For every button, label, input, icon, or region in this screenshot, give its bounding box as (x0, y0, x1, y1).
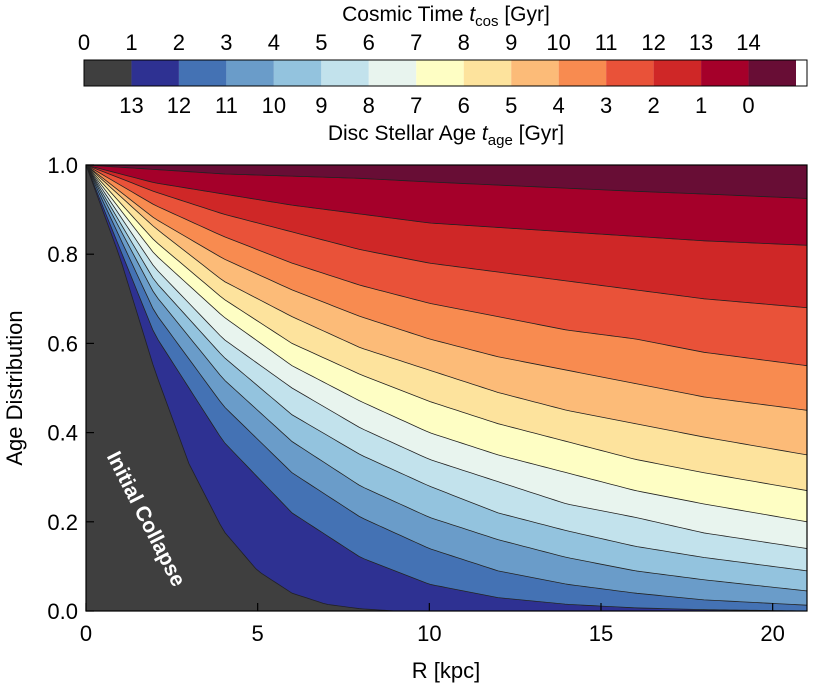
colorbar-swatch (511, 60, 559, 86)
y-tick-label: 0.8 (47, 242, 78, 267)
cosmic-time-tick-label: 2 (173, 30, 185, 55)
colorbar (83, 59, 808, 87)
contour-line (86, 165, 807, 491)
colorbar-swatch (84, 60, 132, 86)
x-axis-label: R [kpc] (412, 658, 480, 683)
y-axis-label: Age Distribution (2, 310, 27, 465)
contour-line (86, 165, 807, 246)
x-tick-label: 5 (252, 621, 264, 646)
contour-line (86, 165, 807, 456)
x-tick-label: 10 (417, 621, 441, 646)
y-tick-label: 0.0 (47, 599, 78, 624)
colorbar-swatch (416, 60, 464, 86)
colorbar-swatch (796, 60, 807, 86)
y-axis-ticks: 0.0 0.2 0.4 0.6 0.8 1.0 (47, 153, 94, 624)
contour-line (86, 165, 807, 611)
colorbar-swatch (606, 60, 654, 86)
stellar-age-tick-labels: 13 12 11 10 9 8 7 6 5 4 3 2 1 0 (119, 93, 754, 118)
contour-lines (86, 165, 807, 611)
cosmic-time-tick-label: 11 (595, 30, 618, 55)
contour-line (86, 165, 807, 367)
cosmic-time-tick-label: 14 (736, 30, 760, 55)
colorbar-swatch (653, 60, 702, 86)
contour-line (86, 165, 807, 549)
colorbar-swatch (463, 60, 512, 86)
age-bands (86, 165, 807, 611)
stellar-age-tick-label: 2 (647, 93, 659, 118)
stellar-age-tick-label: 7 (410, 93, 422, 118)
cosmic-time-tick-label: 5 (315, 30, 327, 55)
contour-line (86, 165, 807, 309)
stellar-age-tick-label: 0 (742, 93, 754, 118)
cosmic-time-tick-label: 13 (689, 30, 713, 55)
stellar-age-tick-label: 5 (505, 93, 517, 118)
colorbar-swatch (178, 60, 227, 86)
plot-frame (85, 164, 808, 612)
contour-line (86, 165, 807, 411)
colorbar-swatch (131, 60, 179, 86)
colorbar-swatch (748, 60, 796, 86)
stellar-age-tick-label: 4 (553, 93, 565, 118)
colorbar-swatch (558, 60, 607, 86)
cosmic-time-tick-label: 12 (641, 30, 665, 55)
contour-line (86, 165, 807, 592)
colorbar-bottom-title: Disc Stellar Age tage [Gyr] (328, 122, 564, 149)
cosmic-time-tick-label: 0 (78, 30, 90, 55)
stellar-age-tick-label: 3 (600, 93, 612, 118)
y-tick-label: 0.6 (47, 331, 78, 356)
cosmic-time-tick-label: 6 (363, 30, 375, 55)
x-tick-label: 0 (80, 621, 92, 646)
y-tick-label: 0.4 (47, 421, 78, 446)
stellar-age-tick-label: 10 (262, 93, 286, 118)
contour-line (86, 165, 807, 199)
contour-line (86, 165, 807, 523)
cosmic-time-tick-label: 3 (220, 30, 232, 55)
cosmic-time-tick-label: 9 (505, 30, 517, 55)
cosmic-time-tick-label: 8 (458, 30, 470, 55)
colorbar-swatch (273, 60, 322, 86)
colorbar-swatch (321, 60, 369, 86)
stellar-age-tick-label: 9 (315, 93, 327, 118)
cosmic-time-tick-label: 4 (268, 30, 280, 55)
stellar-age-tick-label: 8 (363, 93, 375, 118)
x-tick-label: 15 (589, 621, 613, 646)
stellar-age-tick-label: 12 (167, 93, 191, 118)
colorbar-swatch (226, 60, 274, 86)
contour-line (86, 165, 807, 606)
contour-line (86, 165, 807, 611)
x-axis-ticks: 0 5 10 15 20 (80, 603, 785, 646)
y-tick-label: 1.0 (47, 153, 78, 178)
colorbar-swatch (701, 60, 749, 86)
cosmic-time-tick-label: 7 (410, 30, 422, 55)
stellar-age-tick-label: 13 (119, 93, 143, 118)
stellar-age-tick-label: 11 (215, 93, 238, 118)
contour-line (86, 165, 807, 572)
cosmic-time-tick-labels: 0 1 2 3 4 5 6 7 8 9 10 11 12 13 14 (78, 30, 761, 55)
y-tick-label: 0.2 (47, 510, 78, 535)
x-tick-label: 20 (760, 621, 784, 646)
stellar-age-tick-label: 1 (695, 93, 707, 118)
colorbar-top-title: Cosmic Time tcos [Gyr] (342, 3, 550, 30)
colorbar-swatch (368, 60, 417, 86)
cosmic-time-tick-label: 10 (546, 30, 570, 55)
colorbar-frame (83, 59, 808, 87)
stellar-age-tick-label: 6 (458, 93, 470, 118)
cosmic-time-tick-label: 1 (125, 30, 137, 55)
